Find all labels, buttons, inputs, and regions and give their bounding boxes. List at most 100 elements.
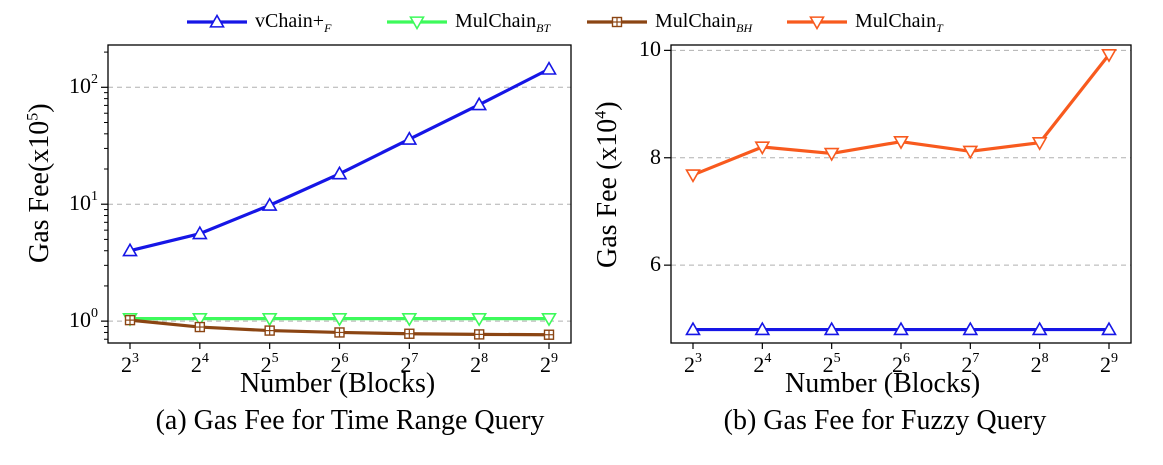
y-tick-label-base: 10 bbox=[69, 73, 91, 99]
legend-label-sub: BH bbox=[736, 21, 753, 35]
y-tick-label-base: 10 bbox=[69, 307, 91, 333]
x-tick-label-exp: 5 bbox=[833, 351, 841, 366]
x-tick-label-base: 2 bbox=[260, 352, 272, 377]
caption-a: (a) Gas Fee for Time Range Query bbox=[155, 405, 545, 436]
x-tick-label: 25 bbox=[823, 351, 841, 378]
data-point-MulChain_T bbox=[823, 147, 840, 162]
y-tick-label-base: 10 bbox=[69, 190, 91, 216]
y-tick-label-base: 10 bbox=[639, 36, 661, 62]
y-axis-title-b-exp: 4 bbox=[592, 110, 610, 119]
x-tick-label-base: 2 bbox=[1100, 352, 1111, 377]
x-tick-label-base: 2 bbox=[330, 352, 342, 377]
series-line-MulChain_T bbox=[692, 53, 1111, 177]
x-axis-title-b: Number (Blocks) bbox=[785, 368, 981, 399]
legend-label-base: MulChain bbox=[455, 10, 537, 32]
legend-label-base: vChain+ bbox=[255, 10, 325, 32]
data-point-vChain+_F bbox=[754, 321, 771, 336]
x-tick-label-exp: 8 bbox=[1041, 351, 1049, 366]
x-tick-label: 28 bbox=[470, 351, 488, 378]
legend-label: vChain+F bbox=[255, 10, 331, 36]
x-tick-label: 23 bbox=[121, 351, 139, 378]
plot-b bbox=[664, 44, 1132, 349]
y-axis-title-b: Gas Fee (x104) bbox=[592, 101, 624, 268]
data-point-vChain+_F bbox=[1101, 321, 1117, 336]
data-point-MulChain_BH bbox=[194, 321, 206, 333]
legend-item: MulChainBT bbox=[385, 8, 550, 36]
x-tick-label-exp: 3 bbox=[132, 351, 139, 366]
x-tick-label: 23 bbox=[684, 351, 702, 378]
x-tick-label-exp: 4 bbox=[764, 351, 772, 366]
x-axis-title-a: Number (Blocks) bbox=[240, 368, 436, 399]
y-tick-label: 8 bbox=[650, 144, 661, 170]
data-point-MulChain_BT bbox=[541, 312, 557, 327]
series-line-vChain+_F bbox=[129, 67, 550, 253]
y-tick-label: 10 bbox=[639, 36, 661, 62]
data-point-MulChain_BH bbox=[124, 314, 136, 326]
data-point-vChain+_F bbox=[331, 165, 348, 180]
x-tick-label: 27 bbox=[961, 351, 979, 378]
legend-marker bbox=[209, 13, 225, 28]
axes-frame bbox=[670, 44, 1132, 344]
y-tick-label-base: 8 bbox=[650, 143, 661, 169]
x-tick-label: 29 bbox=[1100, 351, 1118, 378]
x-tick-label: 24 bbox=[191, 351, 209, 378]
data-point-MulChain_BT bbox=[471, 312, 488, 327]
y-tick-label: 102 bbox=[69, 72, 98, 99]
data-point-MulChain_T bbox=[1101, 48, 1117, 63]
y-tick-label: 6 bbox=[650, 251, 661, 277]
data-point-vChain+_F bbox=[261, 197, 278, 211]
data-point-MulChain_T bbox=[1031, 137, 1048, 151]
legend-swatch bbox=[387, 16, 447, 31]
data-point-vChain+_F bbox=[893, 321, 909, 336]
data-point-MulChain_T bbox=[685, 169, 701, 184]
x-tick-label-exp: 8 bbox=[481, 351, 489, 366]
legend-item: vChain+F bbox=[185, 8, 331, 36]
y-axis-title-b-close: ) bbox=[592, 101, 623, 111]
y-tick-label-base: 6 bbox=[650, 251, 661, 277]
data-point-MulChain_BH bbox=[404, 328, 415, 339]
y-tick-label-exp: 0 bbox=[91, 306, 98, 322]
legend-label-base: MulChain bbox=[655, 10, 737, 32]
x-tick-label-base: 2 bbox=[961, 352, 973, 377]
y-tick-label: 101 bbox=[69, 189, 98, 216]
x-tick-label-base: 2 bbox=[753, 352, 765, 377]
data-point-MulChain_BH bbox=[543, 329, 555, 340]
data-point-vChain+_F bbox=[685, 321, 701, 336]
x-tick-label: 28 bbox=[1031, 351, 1049, 378]
data-point-vChain+_F bbox=[541, 61, 557, 75]
y-tick-label-exp: 2 bbox=[91, 72, 98, 88]
data-point-MulChain_T bbox=[754, 141, 771, 156]
x-tick-label-base: 2 bbox=[400, 352, 412, 377]
x-tick-label-base: 2 bbox=[822, 352, 834, 377]
plot-a bbox=[101, 44, 572, 349]
data-point-vChain+_F bbox=[191, 225, 208, 240]
legend-swatch bbox=[587, 16, 647, 28]
legend-label-sub: T bbox=[936, 21, 943, 35]
x-tick-label-exp: 4 bbox=[201, 351, 209, 366]
data-point-MulChain_BH bbox=[264, 325, 275, 336]
y-tick-label-exp: 1 bbox=[91, 189, 98, 205]
caption-b: (b) Gas Fee for Fuzzy Query bbox=[723, 405, 1047, 436]
x-tick-label-exp: 9 bbox=[1111, 351, 1118, 366]
data-point-vChain+_F bbox=[401, 131, 418, 145]
x-tick-label-base: 2 bbox=[1030, 352, 1042, 377]
axes-frame bbox=[107, 44, 572, 344]
legend-item: MulChainT bbox=[785, 8, 943, 36]
data-point-MulChain_T bbox=[893, 135, 909, 150]
x-tick-label-exp: 5 bbox=[271, 351, 279, 366]
x-tick-label: 26 bbox=[331, 351, 349, 378]
data-point-MulChain_BT bbox=[261, 312, 278, 327]
x-tick-label-base: 2 bbox=[684, 352, 695, 377]
x-tick-label: 27 bbox=[400, 351, 418, 378]
legend-item: MulChainBH bbox=[585, 8, 752, 36]
legend-label-sub: BT bbox=[536, 21, 551, 35]
y-axis-title-a: Gas Fee(x105) bbox=[24, 103, 56, 263]
data-point-MulChain_BT bbox=[331, 312, 348, 327]
y-tick-label: 100 bbox=[69, 306, 98, 333]
data-point-MulChain_T bbox=[962, 145, 979, 160]
legend-label: MulChainT bbox=[855, 10, 943, 36]
y-axis-title-a-base: Gas Fee(x10 bbox=[24, 120, 55, 263]
legend-label-sub: F bbox=[324, 21, 332, 35]
y-axis-title-a-exp: 5 bbox=[24, 112, 42, 121]
legend-label: MulChainBT bbox=[455, 10, 550, 36]
